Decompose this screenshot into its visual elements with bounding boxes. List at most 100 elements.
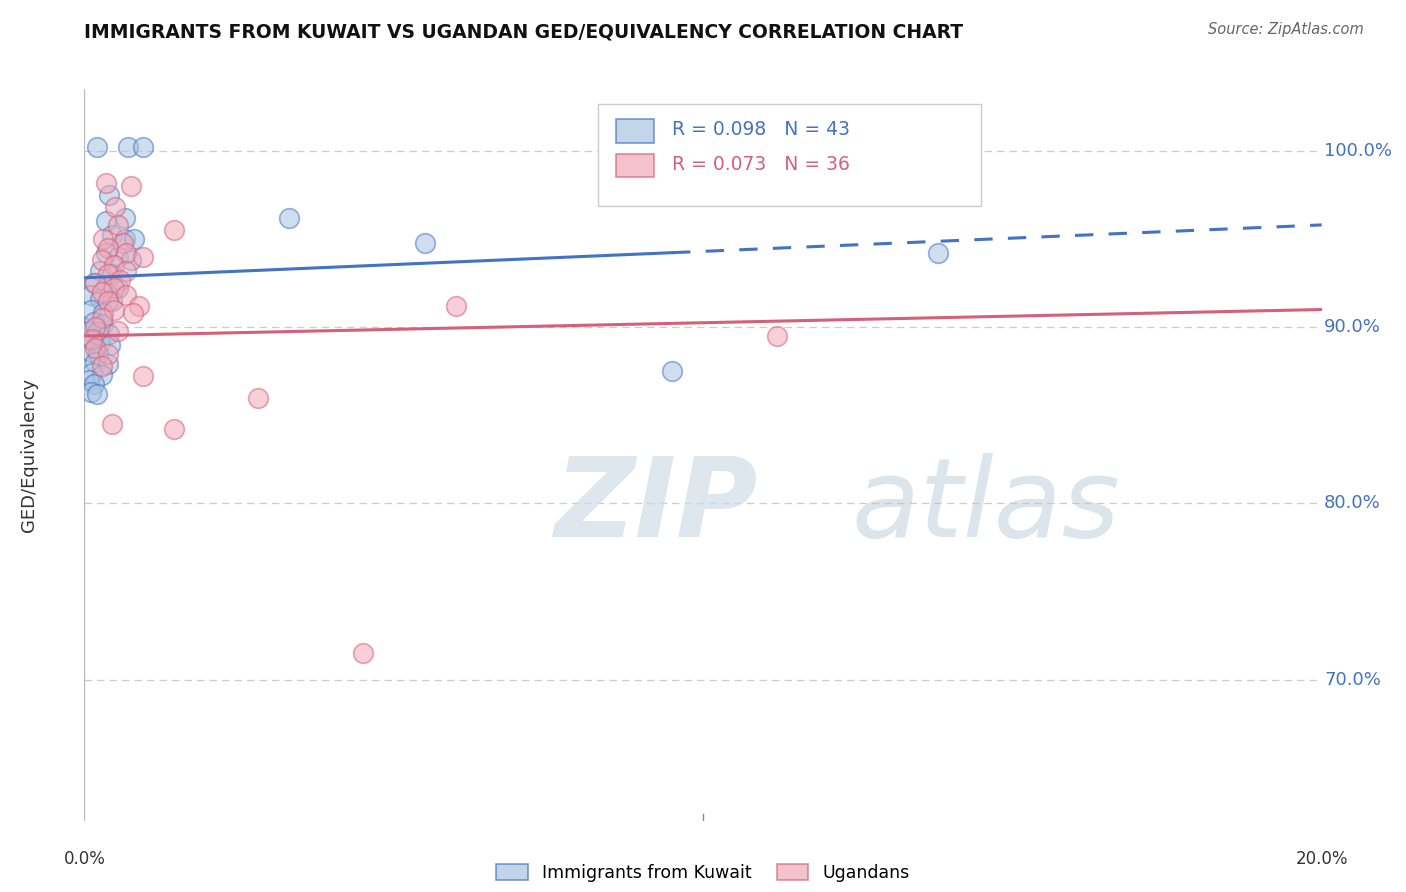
Bar [616, 153, 654, 177]
Point [84, 320, 107, 334]
Point [103, 281, 125, 295]
Point [90, 359, 112, 373]
Text: 90.0%: 90.0% [1324, 318, 1381, 336]
Bar [616, 120, 654, 143]
Point [661, 364, 683, 378]
Point [115, 246, 138, 260]
Point [107, 324, 129, 338]
Point [111, 235, 134, 250]
Point [98, 188, 121, 202]
Point [97, 357, 120, 371]
Point [766, 329, 789, 343]
Point [101, 417, 124, 431]
Point [413, 235, 436, 250]
Point [617, 165, 640, 179]
Point [84, 276, 107, 290]
Point [84, 341, 107, 355]
Point [114, 232, 136, 246]
Text: 0.0%: 0.0% [63, 850, 105, 868]
Point [94, 176, 117, 190]
Point [91, 232, 114, 246]
Point [94, 214, 117, 228]
Text: R = 0.073   N = 36: R = 0.073 N = 36 [672, 155, 851, 174]
Text: GED/Equivalency: GED/Equivalency [20, 378, 38, 532]
Point [132, 250, 155, 264]
Point [117, 140, 139, 154]
Text: 100.0%: 100.0% [1324, 142, 1392, 160]
Point [132, 369, 155, 384]
Point [107, 218, 129, 232]
Point [163, 223, 186, 237]
Text: 80.0%: 80.0% [1324, 494, 1381, 512]
Text: atlas: atlas [852, 452, 1121, 559]
Point [80, 334, 103, 349]
Point [444, 299, 467, 313]
Text: R = 0.098   N = 43: R = 0.098 N = 43 [672, 120, 851, 139]
Point [94, 279, 117, 293]
Point [246, 391, 269, 405]
Point [79, 373, 101, 387]
Point [98, 327, 121, 342]
Point [110, 272, 132, 286]
Text: ZIP: ZIP [554, 452, 758, 559]
Point [107, 281, 129, 295]
FancyBboxPatch shape [598, 103, 981, 206]
Point [120, 253, 142, 268]
Point [97, 293, 120, 308]
Point [120, 179, 142, 194]
Point [101, 293, 124, 308]
Point [86, 140, 108, 154]
Point [97, 267, 120, 281]
Point [87, 346, 110, 360]
Point [98, 338, 121, 352]
Point [80, 366, 103, 380]
Point [939, 188, 962, 202]
Point [94, 246, 117, 260]
Point [89, 336, 111, 351]
Point [84, 355, 107, 369]
Point [101, 267, 124, 281]
Point [89, 292, 111, 306]
Point [86, 387, 108, 401]
Point [277, 211, 299, 225]
Point [83, 315, 105, 329]
Point [163, 422, 186, 436]
Point [115, 264, 138, 278]
Point [103, 259, 125, 273]
Point [79, 344, 101, 359]
Point [104, 200, 127, 214]
Text: 70.0%: 70.0% [1324, 671, 1381, 689]
Point [90, 285, 112, 299]
Point [352, 646, 374, 660]
Text: 20.0%: 20.0% [1295, 850, 1348, 868]
Point [90, 311, 112, 326]
Point [103, 302, 125, 317]
Legend: Immigrants from Kuwait, Ugandans: Immigrants from Kuwait, Ugandans [489, 856, 917, 888]
Point [90, 253, 112, 268]
Point [101, 228, 124, 243]
Point [79, 302, 101, 317]
Point [107, 250, 129, 264]
Point [89, 264, 111, 278]
Point [79, 324, 101, 338]
Point [128, 299, 150, 313]
Point [83, 276, 105, 290]
Point [91, 317, 114, 331]
Point [121, 306, 143, 320]
Point [115, 288, 138, 302]
Point [114, 211, 136, 225]
Point [97, 241, 120, 255]
Point [80, 333, 103, 347]
Text: IMMIGRANTS FROM KUWAIT VS UGANDAN GED/EQUIVALENCY CORRELATION CHART: IMMIGRANTS FROM KUWAIT VS UGANDAN GED/EQ… [84, 22, 963, 41]
Point [86, 326, 108, 340]
Point [79, 385, 101, 400]
Point [97, 346, 120, 360]
Point [90, 368, 112, 382]
Point [91, 306, 114, 320]
Point [927, 246, 949, 260]
Point [122, 232, 145, 246]
Point [132, 140, 155, 154]
Point [79, 288, 101, 302]
Text: Source: ZipAtlas.com: Source: ZipAtlas.com [1208, 22, 1364, 37]
Point [83, 376, 105, 391]
